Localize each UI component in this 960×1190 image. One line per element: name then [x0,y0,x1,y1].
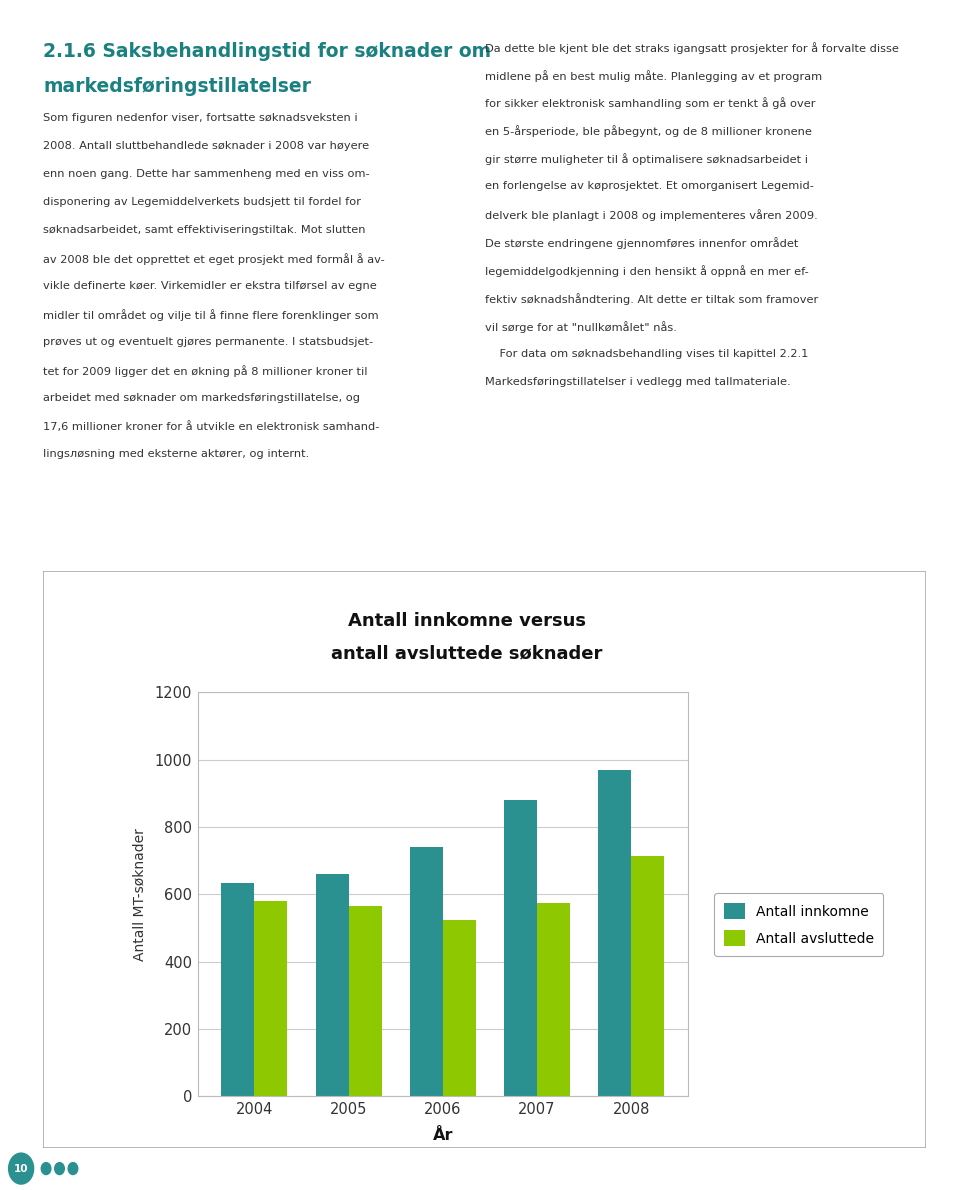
Text: prøves ut og eventuelt gjøres permanente. I statsbudsjet-: prøves ut og eventuelt gjøres permanente… [43,337,373,346]
Text: 17,6 millioner kroner for å utvikle en elektronisk samhand-: 17,6 millioner kroner for å utvikle en e… [43,420,379,432]
Text: tet for 2009 ligger det en økning på 8 millioner kroner til: tet for 2009 ligger det en økning på 8 m… [43,364,368,377]
Text: en forlengelse av køprosjektet. Et omorganisert Legemid-: en forlengelse av køprosjektet. Et omorg… [485,182,814,192]
Text: midler til området og vilje til å finne flere forenklinger som: midler til området og vilje til å finne … [43,308,379,321]
Bar [504,800,537,1096]
Text: legemiddelgodkjenning i den hensikt å oppnå en mer ef-: legemiddelgodkjenning i den hensikt å op… [485,265,808,277]
Text: 2.1.6 Saksbehandlingstid for søknader om: 2.1.6 Saksbehandlingstid for søknader om [43,42,492,61]
Bar [254,901,287,1096]
Text: søknadsarbeidet, samt effektiviseringstiltak. Mot slutten: søknadsarbeidet, samt effektiviseringsti… [43,225,366,234]
Bar [443,920,476,1096]
Text: midlene på en best mulig måte. Planlegging av et program: midlene på en best mulig måte. Planleggi… [485,69,822,82]
Text: en 5-årsperiode, ble påbegynt, og de 8 millioner kronene: en 5-årsperiode, ble påbegynt, og de 8 m… [485,126,811,138]
Bar [316,875,348,1096]
Text: fektiv søknadshåndtering. Alt dette er tiltak som framover: fektiv søknadshåndtering. Alt dette er t… [485,293,818,306]
Bar [222,883,254,1096]
Text: av 2008 ble det opprettet et eget prosjekt med formål å av-: av 2008 ble det opprettet et eget prosje… [43,252,385,265]
Bar [537,903,570,1096]
Text: vil sørge for at "nullkømålet" nås.: vil sørge for at "nullkømålet" nås. [485,321,677,333]
Text: Som figuren nedenfor viser, fortsatte søknadsveksten i: Som figuren nedenfor viser, fortsatte sø… [43,113,358,123]
Text: 2008. Antall sluttbehandlede søknader i 2008 var høyere: 2008. Antall sluttbehandlede søknader i … [43,140,370,151]
Text: gir større muligheter til å optimalisere søknadsarbeidet i: gir større muligheter til å optimalisere… [485,154,807,165]
Bar [348,907,381,1096]
Text: markedsføringstillatelser: markedsføringstillatelser [43,77,311,96]
Text: vikle definerte køer. Virkemidler er ekstra tilførsel av egne: vikle definerte køer. Virkemidler er eks… [43,281,377,290]
Text: Markedsføringstillatelser i vedlegg med tallmateriale.: Markedsføringstillatelser i vedlegg med … [485,377,790,387]
Text: enn noen gang. Dette har sammenheng med en viss om-: enn noen gang. Dette har sammenheng med … [43,169,370,178]
Text: Da dette ble kjent ble det straks igangsatt prosjekter for å forvalte disse: Da dette ble kjent ble det straks igangs… [485,42,899,54]
Legend: Antall innkomne, Antall avsluttede: Antall innkomne, Antall avsluttede [714,894,883,956]
Bar [598,770,632,1096]
Text: For data om søknadsbehandling vises til kapittel 2.2.1: For data om søknadsbehandling vises til … [485,350,808,359]
Text: for sikker elektronisk samhandling som er tenkt å gå over: for sikker elektronisk samhandling som e… [485,98,815,109]
Bar [632,856,664,1096]
X-axis label: År: År [433,1128,453,1144]
Bar [410,847,443,1096]
Text: De største endringene gjennomføres innenfor området: De største endringene gjennomføres innen… [485,237,798,250]
Text: lingsлøsning med eksterne aktører, og internt.: lingsлøsning med eksterne aktører, og in… [43,449,309,458]
Text: antall avsluttede søknader: antall avsluttede søknader [331,645,603,663]
Y-axis label: Antall MT-søknader: Antall MT-søknader [132,828,147,960]
Text: 10: 10 [13,1164,29,1173]
Text: arbeidet med søknader om markedsføringstillatelse, og: arbeidet med søknader om markedsføringst… [43,393,360,402]
Text: disponering av Legemiddelverkets budsjett til fordel for: disponering av Legemiddelverkets budsjet… [43,196,361,207]
Text: delverk ble planlagt i 2008 og implementeres våren 2009.: delverk ble planlagt i 2008 og implement… [485,209,818,221]
Text: Antall innkomne versus: Antall innkomne versus [348,612,587,630]
